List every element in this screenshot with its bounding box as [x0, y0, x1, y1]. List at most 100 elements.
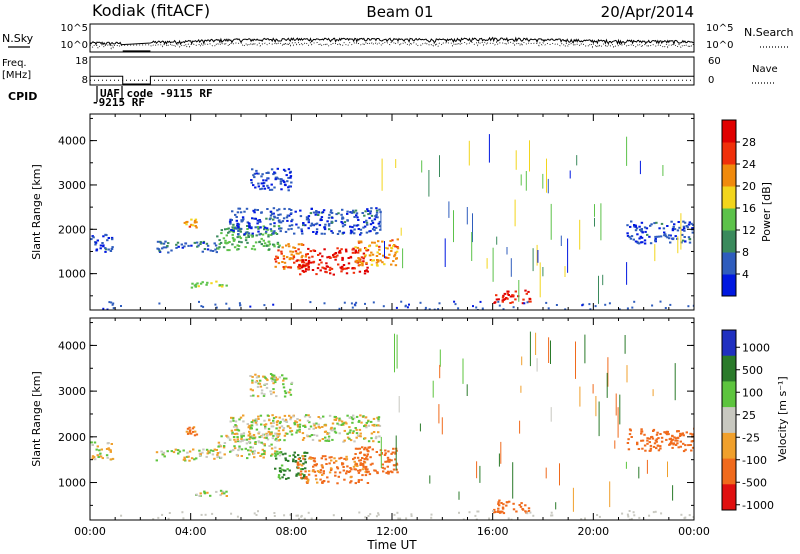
power-cell [375, 261, 379, 264]
velocity-cell [393, 464, 397, 467]
velocity-cell [110, 443, 113, 445]
velocity-streak [438, 404, 440, 424]
power-cell [236, 244, 239, 247]
velocity-streak [672, 485, 674, 501]
velocity-speckle [200, 513, 203, 516]
power-cell [370, 263, 374, 266]
velocity-cell [287, 425, 290, 428]
velocity-cell [362, 465, 365, 468]
velocity-speckle [410, 515, 413, 517]
velocity-cell [109, 450, 112, 453]
velocity-cell [677, 446, 680, 449]
velocity-cell [203, 490, 206, 493]
velocity-cell [253, 452, 256, 455]
velocity-cell [298, 423, 302, 426]
velocity-cell [371, 462, 374, 465]
power-streak [381, 158, 383, 191]
power-cell [225, 242, 228, 245]
velocity-cell [238, 445, 241, 448]
velocity-cell [190, 457, 194, 460]
power-streak [569, 170, 571, 179]
power-speckle [545, 301, 548, 304]
velocity-cell [93, 441, 97, 444]
velocity-cell [368, 446, 372, 449]
velocity-cell [366, 468, 369, 471]
power-cell [347, 267, 350, 269]
power-cell [254, 208, 257, 211]
power-cell [326, 256, 329, 259]
velocity-cell [91, 457, 94, 460]
power-cell [276, 243, 280, 245]
velocity-streak [550, 407, 552, 422]
power-cell [360, 232, 363, 234]
power-cell [243, 233, 246, 236]
velocity-streak [575, 341, 576, 379]
velocity-cell [279, 420, 282, 423]
power-cell [185, 223, 188, 226]
velocity-cell [302, 457, 305, 460]
velocity-cell [233, 438, 236, 441]
velocity-cell [685, 431, 688, 434]
velocity-cell [278, 470, 282, 472]
velocity-cell [248, 424, 251, 427]
velocity-cell [316, 481, 319, 484]
power-streak [453, 210, 454, 243]
power-speckle [382, 305, 385, 308]
power-cell [277, 249, 280, 252]
power-cell [236, 222, 239, 225]
power-cell [654, 238, 657, 240]
velocity-cell [371, 448, 374, 451]
velocity-cell [240, 438, 243, 440]
velocity-ytick-label: 3000 [58, 385, 86, 398]
velocity-cell [319, 478, 322, 481]
velocity-colorbar-swatch [722, 330, 736, 357]
velocity-cell [274, 467, 277, 470]
velocity-speckle [369, 513, 372, 516]
velocity-cell [327, 438, 331, 441]
power-cell [633, 225, 636, 228]
velocity-cell [359, 435, 362, 438]
power-cell [646, 233, 649, 236]
velocity-cell [377, 440, 381, 443]
power-cell [309, 212, 313, 215]
power-cell [300, 264, 303, 267]
velocity-cell [359, 459, 363, 462]
power-cell [225, 234, 228, 237]
velocity-streak [520, 385, 522, 393]
power-cell [390, 247, 394, 250]
power-cell [653, 222, 656, 225]
power-streak [395, 159, 397, 168]
velocity-cell [319, 469, 323, 472]
velocity-cell [330, 459, 333, 462]
velocity-speckle [157, 516, 160, 519]
power-cell [270, 213, 274, 215]
velocity-cell [333, 415, 336, 418]
velocity-cell [389, 470, 393, 473]
velocity-cell [308, 416, 312, 419]
power-cell [263, 228, 266, 231]
power-speckle [497, 300, 500, 303]
power-cell [344, 248, 348, 251]
power-cell [383, 256, 387, 259]
power-cell [313, 250, 317, 252]
velocity-speckle [399, 517, 402, 520]
power-cell [662, 227, 666, 230]
velocity-cell [307, 470, 311, 473]
power-cell [246, 241, 249, 244]
velocity-cell [679, 445, 682, 448]
velocity-colorbar-tick-label: -1000 [742, 499, 774, 512]
power-cell [307, 247, 310, 250]
power-cell [267, 186, 270, 189]
power-cell [370, 214, 374, 217]
power-cell [260, 182, 263, 185]
power-colorbar-tick-label: 8 [742, 246, 749, 259]
velocity-colorbar-swatch [722, 407, 736, 434]
velocity-colorbar-tick-label: 25 [742, 409, 756, 422]
velocity-cell [383, 467, 386, 470]
power-cell [190, 244, 193, 247]
velocity-cell [234, 420, 238, 423]
velocity-cell [277, 429, 281, 432]
power-cell [330, 209, 333, 212]
power-cell [294, 250, 298, 253]
velocity-cell [493, 508, 496, 511]
